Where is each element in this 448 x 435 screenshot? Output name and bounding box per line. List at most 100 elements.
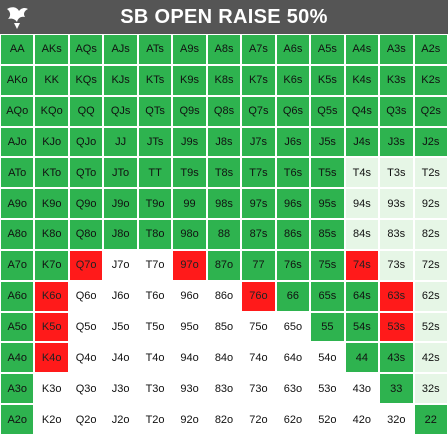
- hand-cell-q9s: Q9s: [172, 95, 207, 127]
- hand-cell-42o: 42o: [344, 404, 380, 435]
- hand-cell-k9s: K9s: [172, 64, 207, 96]
- hand-cell-a6o: A6o: [0, 280, 35, 312]
- hand-cell-j9s: J9s: [172, 126, 207, 158]
- hand-cell-kto: KTo: [34, 157, 69, 189]
- hand-cell-96o: 96o: [172, 280, 207, 312]
- hand-cell-q9o: Q9o: [68, 188, 104, 220]
- hand-cell-k6s: K6s: [275, 64, 311, 96]
- hand-cell-62o: 62o: [275, 404, 311, 435]
- hand-cell-63o: 63o: [275, 373, 311, 405]
- hand-cell-t4s: T4s: [344, 157, 380, 189]
- hand-cell-k4o: K4o: [34, 342, 69, 374]
- hand-cell-q4s: Q4s: [344, 95, 380, 127]
- hand-cell-74o: 74o: [241, 342, 276, 374]
- hand-cell-t8s: T8s: [206, 157, 242, 189]
- hand-cell-aks: AKs: [34, 34, 69, 65]
- hand-cell-a2s: A2s: [413, 34, 448, 65]
- hand-cell-ajo: AJo: [0, 126, 35, 158]
- hand-cell-87o: 87o: [206, 249, 242, 281]
- hand-cell-82o: 82o: [206, 404, 242, 435]
- hand-cell-65s: 65s: [310, 280, 345, 312]
- hand-cell-a4o: A4o: [0, 342, 35, 374]
- hand-cell-j6o: J6o: [103, 280, 138, 312]
- hand-cell-65o: 65o: [275, 311, 311, 343]
- hand-cell-33: 33: [379, 373, 414, 405]
- hand-cell-k9o: K9o: [34, 188, 69, 220]
- hand-cell-83o: 83o: [206, 373, 242, 405]
- hand-cell-q3s: Q3s: [379, 95, 414, 127]
- hand-cell-55: 55: [310, 311, 345, 343]
- header-bar: SB OPEN RAISE 50%: [0, 0, 448, 34]
- hand-cell-j4s: J4s: [344, 126, 380, 158]
- hand-cell-52s: 52s: [413, 311, 448, 343]
- hand-cell-42s: 42s: [413, 342, 448, 374]
- hand-cell-k6o: K6o: [34, 280, 69, 312]
- hand-cell-t7s: T7s: [241, 157, 276, 189]
- hand-cell-a5o: A5o: [0, 311, 35, 343]
- hand-cell-99: 99: [172, 188, 207, 220]
- hand-cell-j2s: J2s: [413, 126, 448, 158]
- hand-cell-t3o: T3o: [137, 373, 173, 405]
- hand-cell-77: 77: [241, 249, 276, 281]
- hand-cell-j3s: J3s: [379, 126, 414, 158]
- hand-cell-a4s: A4s: [344, 34, 380, 65]
- hand-cell-53o: 53o: [310, 373, 345, 405]
- hand-cell-43o: 43o: [344, 373, 380, 405]
- hand-cell-j8s: J8s: [206, 126, 242, 158]
- hand-cell-72o: 72o: [241, 404, 276, 435]
- hand-cell-qto: QTo: [68, 157, 104, 189]
- hand-cell-98o: 98o: [172, 219, 207, 250]
- hand-cell-q2s: Q2s: [413, 95, 448, 127]
- hand-cell-k3o: K3o: [34, 373, 69, 405]
- hand-cell-jto: JTo: [103, 157, 138, 189]
- hand-cell-k2o: K2o: [34, 404, 69, 435]
- hand-cell-jj: JJ: [103, 126, 138, 158]
- hand-cell-q6s: Q6s: [275, 95, 311, 127]
- hand-cell-92s: 92s: [413, 188, 448, 220]
- hand-cell-t5o: T5o: [137, 311, 173, 343]
- hand-cell-jts: JTs: [137, 126, 173, 158]
- hand-cell-q8s: Q8s: [206, 95, 242, 127]
- hand-cell-62s: 62s: [413, 280, 448, 312]
- hand-cell-t5s: T5s: [310, 157, 345, 189]
- hand-cell-a3o: A3o: [0, 373, 35, 405]
- hand-cell-76s: 76s: [275, 249, 311, 281]
- hand-cell-97o: 97o: [172, 249, 207, 281]
- hand-cell-j4o: J4o: [103, 342, 138, 374]
- hand-cell-84s: 84s: [344, 219, 380, 250]
- hand-cell-32o: 32o: [379, 404, 414, 435]
- hand-cell-86o: 86o: [206, 280, 242, 312]
- hand-cell-k8o: K8o: [34, 219, 69, 250]
- hand-cell-a8s: A8s: [206, 34, 242, 65]
- hand-cell-aqs: AQs: [68, 34, 104, 65]
- hand-cell-t8o: T8o: [137, 219, 173, 250]
- hand-cell-92o: 92o: [172, 404, 207, 435]
- hand-cell-a2o: A2o: [0, 404, 35, 435]
- hand-cell-kqo: KQo: [34, 95, 69, 127]
- hand-cell-43s: 43s: [379, 342, 414, 374]
- hand-cell-75s: 75s: [310, 249, 345, 281]
- hand-cell-96s: 96s: [275, 188, 311, 220]
- hand-cell-kts: KTs: [137, 64, 173, 96]
- hand-cell-t7o: T7o: [137, 249, 173, 281]
- hand-cell-q5o: Q5o: [68, 311, 104, 343]
- hand-cell-75o: 75o: [241, 311, 276, 343]
- page-title: SB OPEN RAISE 50%: [120, 6, 328, 28]
- hand-cell-aqo: AQo: [0, 95, 35, 127]
- hand-cell-k7o: K7o: [34, 249, 69, 281]
- hand-cell-j5s: J5s: [310, 126, 345, 158]
- hand-cell-73s: 73s: [379, 249, 414, 281]
- hand-cell-j7s: J7s: [241, 126, 276, 158]
- hand-cell-94s: 94s: [344, 188, 380, 220]
- hand-cell-66: 66: [275, 280, 311, 312]
- hand-cell-kjo: KJo: [34, 126, 69, 158]
- hand-cell-52o: 52o: [310, 404, 345, 435]
- hand-cell-k2s: K2s: [413, 64, 448, 96]
- hand-cell-76o: 76o: [241, 280, 276, 312]
- hand-cell-q6o: Q6o: [68, 280, 104, 312]
- hand-cell-73o: 73o: [241, 373, 276, 405]
- hand-cell-32s: 32s: [413, 373, 448, 405]
- hand-cell-95s: 95s: [310, 188, 345, 220]
- hand-cell-84o: 84o: [206, 342, 242, 374]
